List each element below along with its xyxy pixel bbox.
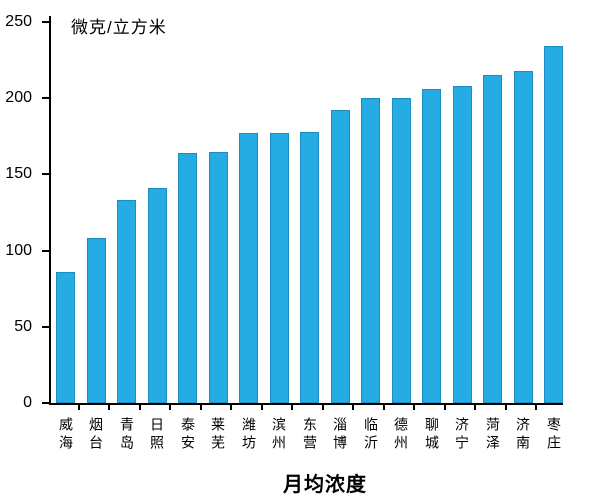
x-axis-tick (78, 405, 80, 410)
x-category-label: 威海 (58, 417, 74, 453)
x-axis-tick (444, 405, 446, 410)
x-category-label: 滨州 (271, 417, 287, 453)
x-axis-tick (322, 405, 324, 410)
bar (148, 188, 167, 403)
bar (331, 110, 350, 403)
bar (544, 46, 563, 403)
y-tick-label: 200 (5, 89, 32, 107)
x-category-label: 菏泽 (485, 417, 501, 453)
bar (117, 200, 136, 403)
x-category-label: 临沂 (363, 417, 379, 453)
x-axis-tick (200, 405, 202, 410)
bar (514, 71, 533, 403)
y-axis-tick (42, 97, 50, 100)
bar (270, 133, 289, 403)
bar (361, 98, 380, 403)
bar (178, 153, 197, 403)
x-category-label: 日照 (149, 417, 165, 453)
bar (300, 132, 319, 403)
x-axis-tick (291, 405, 293, 410)
x-axis-tick (108, 405, 110, 410)
x-category-label: 济宁 (454, 417, 470, 453)
x-category-label: 青岛 (119, 417, 135, 453)
y-axis-line (49, 16, 51, 404)
x-axis-tick (261, 405, 263, 410)
bar (483, 75, 502, 403)
x-axis-tick (474, 405, 476, 410)
bar (56, 272, 75, 403)
x-category-label: 枣庄 (546, 417, 562, 453)
bar (209, 152, 228, 403)
y-tick-label: 50 (14, 317, 32, 335)
x-axis-tick (230, 405, 232, 410)
x-axis-tick (169, 405, 171, 410)
y-axis-tick (42, 325, 50, 328)
x-category-label: 泰安 (180, 417, 196, 453)
y-tick-label: 0 (23, 394, 32, 411)
bar (392, 98, 411, 403)
bar (422, 89, 441, 403)
x-category-label: 东营 (302, 417, 318, 453)
x-category-label: 济南 (515, 417, 531, 453)
x-axis-tick (139, 405, 141, 410)
y-tick-label: 150 (5, 165, 32, 183)
y-axis-tick (42, 21, 50, 23)
bar (87, 238, 106, 403)
bar (453, 86, 472, 403)
x-category-label: 淄博 (332, 417, 348, 453)
y-axis-tick (42, 249, 50, 252)
x-axis-tick (413, 405, 415, 410)
x-axis-tick (505, 405, 507, 410)
y-axis-tick (42, 402, 50, 404)
x-axis-tick (383, 405, 385, 410)
x-category-label: 德州 (393, 417, 409, 453)
y-tick-label: 250 (5, 13, 32, 30)
bar (239, 133, 258, 403)
y-tick-label: 100 (5, 241, 32, 259)
x-category-label: 莱芜 (210, 417, 226, 453)
x-axis-line (49, 403, 563, 405)
unit-title: 微克/立方米 (71, 18, 167, 37)
x-category-label: 潍坊 (241, 417, 257, 453)
x-category-label: 聊城 (424, 417, 440, 453)
x-category-label: 烟台 (88, 417, 104, 453)
x-axis-tick (352, 405, 354, 410)
y-axis-tick (42, 173, 50, 176)
x-axis-tick (535, 405, 537, 410)
x-axis-title: 月均浓度 (283, 474, 367, 496)
